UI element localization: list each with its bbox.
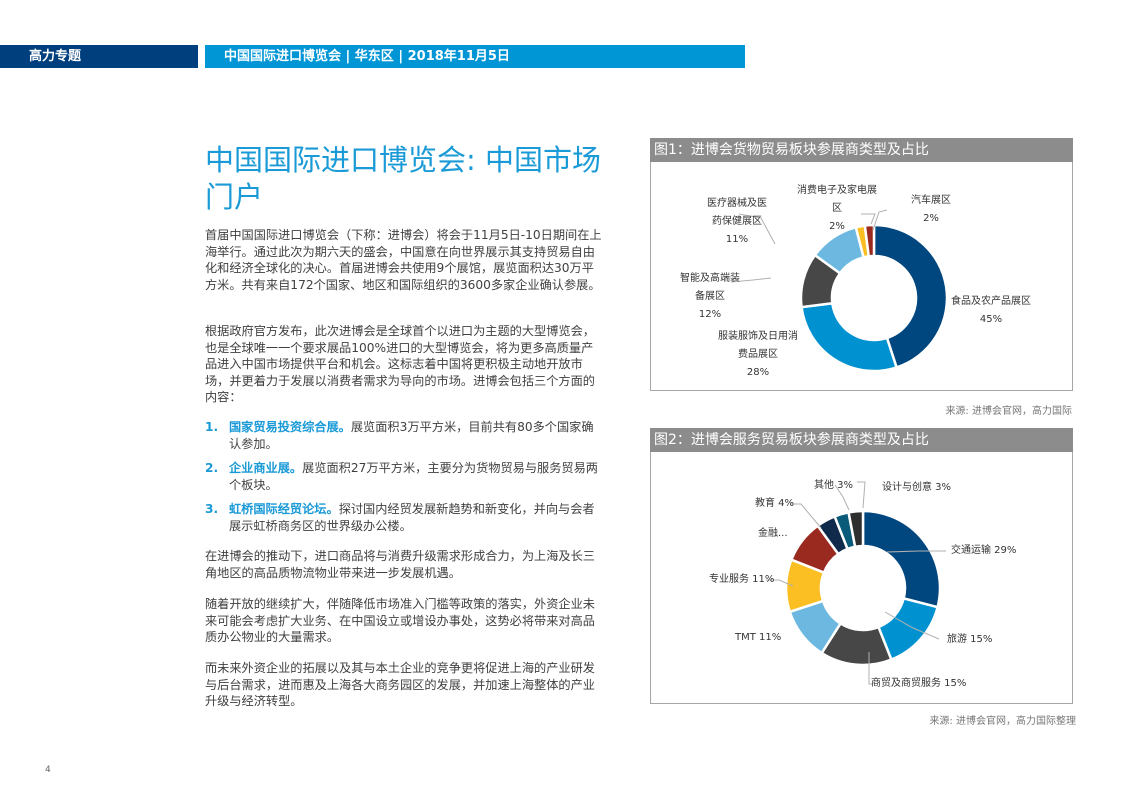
leader-line [766,579,794,587]
leader-line [834,484,850,511]
donut-segment [800,301,899,373]
leader-line [857,481,866,509]
donut-segment [872,223,949,370]
leader-line [738,213,776,245]
donut-segment [863,223,876,258]
label-medical: 医疗器械及医 药保健展区 11% [707,198,767,245]
page-title: 中国国际进口博览会: 中国市场门户 [205,143,601,214]
list-number: 3. [205,502,219,516]
label-tmt: TMT 11% [735,632,782,643]
list-item-title: 国家贸易投资综合展。 [229,420,351,434]
paragraph-official: 根据政府官方发布，此次进博会是全球首个以进口为主题的大型博览会，也是全球唯一一个… [205,324,595,404]
label-smart: 智能及高端装 备展区 12% [680,273,740,320]
paragraph-logistics: 在进博会的推动下，进口商品将与消费升级需求形成合力，为上海及长三角地区的高品质物… [205,549,595,580]
leader-line [872,209,888,231]
paragraph-office: 随着开放的继续扩大，伴随降低市场准入门槛等政策的落实，外资企业未来可能会考虑扩大… [205,597,595,644]
figure1-source: 来源: 进博会官网，高力国际 [945,406,1072,417]
list-item: 1. 国家贸易投资综合展。展览面积3万平方米，目前共有80多个国家确认参加。 [205,419,605,452]
leader-line [861,213,876,225]
leader-line [791,503,822,529]
list-item-text: 展览面积27万平方米，主要分为货物贸易与服务贸易两个板块。 [229,461,598,492]
donut-chart-services [766,481,946,685]
content-list: 1. 国家贸易投资综合展。展览面积3万平方米，目前共有80多个国家确认参加。 2… [205,419,605,542]
label-transport: 交通运输 29% [951,545,1017,556]
donut-segment [847,509,865,549]
label-commerce: 商贸及商贸服务 15% [871,678,967,689]
donut-segment [861,509,942,609]
label-education: 教育 4% [755,498,795,509]
label-tourism: 旅游 15% [947,634,993,645]
list-number: 1. [205,420,219,434]
leader-line [884,611,940,640]
list-item-title: 企业商业展。 [229,461,303,475]
list-item-title: 虹桥国际经贸论坛。 [229,502,339,516]
paragraph-intro: 首届中国国际进口博览会（下称：进博会）将会于11月5日-10日期间在上海举行。通… [205,228,602,292]
list-item-text: 展览面积3万平方米，目前共有80多个国家确认参加。 [229,420,594,451]
label-finance: 金融... [758,528,788,539]
leader-line [868,652,873,685]
label-electronics: 消费电子及家电展 区 2% [797,185,877,232]
list-item: 2. 企业商业展。展览面积27万平方米，主要分为货物贸易与服务贸易两个板块。 [205,460,605,493]
label-design: 设计与创意 3% [882,482,952,493]
donut-chart-goods [730,209,949,373]
label-other: 其他 3% [814,480,854,491]
page-number: 4 [45,765,51,775]
list-item-text: 探讨国内经贸发展新趋势和新变化，并向与会者展示虹桥商务区的世界级办公楼。 [229,502,595,533]
label-auto: 汽车展区 2% [911,195,951,224]
banner-title: 中国国际进口博览会 | 华东区 | 2018年11月5日 [205,45,745,68]
list-number: 2. [205,461,219,475]
list-item: 3. 虹桥国际经贸论坛。探讨国内经贸发展新趋势和新变化，并向与会者展示虹桥商务区… [205,501,605,534]
paragraph-business-park: 而未来外资企业的拓展以及其与本土企业的竞争更将促进上海的产业研发与后台需求，进而… [205,661,595,708]
leader-line [886,550,946,553]
figure2-title: 图2：进博会服务贸易板块参展商类型及占比 [650,428,1073,452]
label-food: 食品及农产品展区 45% [951,296,1031,325]
section-label: 高力专题 [0,45,198,68]
label-professional: 专业服务 11% [709,574,775,585]
label-apparel: 服装服饰及日用消 费品展区 28% [718,331,798,378]
figure2-chart: 交通运输 29% 旅游 15% 商贸及商贸服务 15% TMT 11% 专业服务… [650,452,1073,704]
figure2-source: 来源: 进博会官网，高力国际整理 [929,716,1076,727]
leader-line [730,277,772,283]
figure1-title: 图1：进博会货物贸易板块参展商类型及占比 [650,138,1073,162]
figure1-chart: 食品及农产品展区 45% 服装服饰及日用消 费品展区 28% 智能及高端装 备展… [650,162,1073,391]
